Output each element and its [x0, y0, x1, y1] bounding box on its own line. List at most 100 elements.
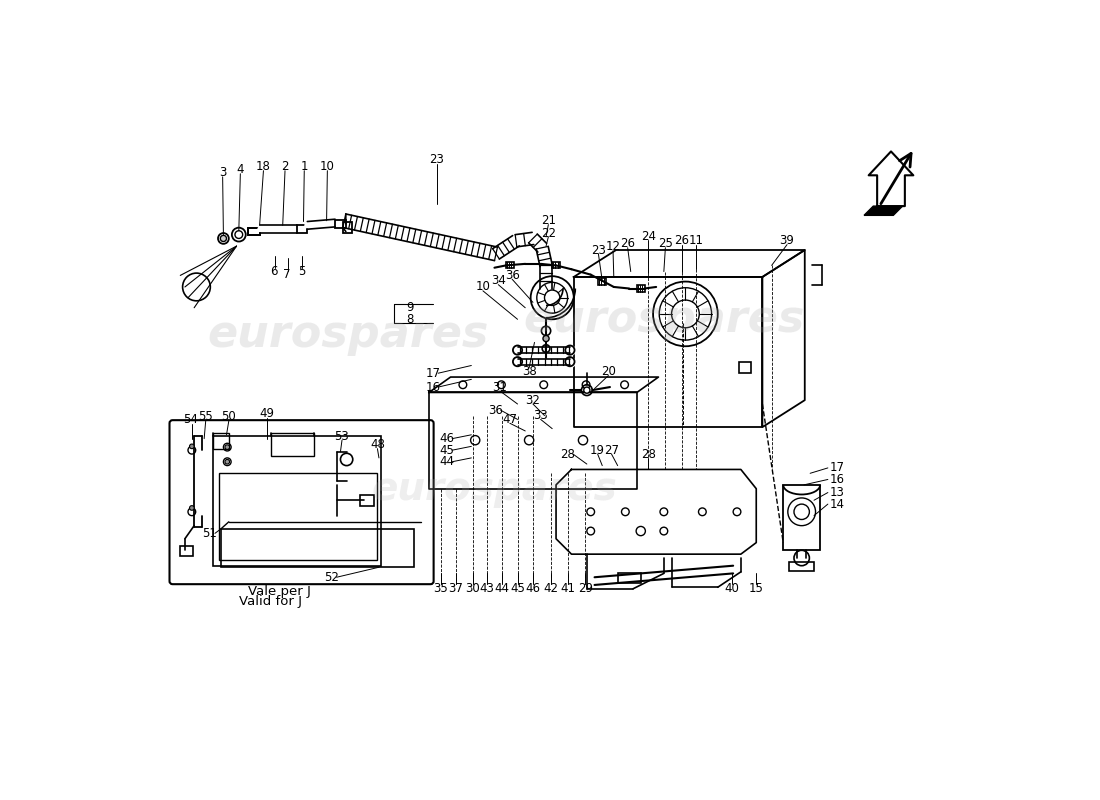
Text: 17: 17 — [426, 366, 440, 380]
Text: 50: 50 — [221, 410, 236, 423]
Text: 23: 23 — [429, 153, 444, 166]
Bar — [219, 474, 376, 559]
Text: 4: 4 — [236, 163, 244, 177]
Text: 53: 53 — [334, 430, 350, 443]
Text: 42: 42 — [543, 582, 558, 595]
Text: 24: 24 — [641, 230, 656, 242]
Text: 37: 37 — [449, 582, 463, 595]
Text: 46: 46 — [439, 432, 454, 445]
Text: eurospares: eurospares — [208, 314, 488, 356]
Bar — [249, 228, 261, 235]
Circle shape — [189, 444, 195, 449]
Text: 49: 49 — [260, 406, 275, 420]
Circle shape — [224, 445, 230, 450]
Text: 10: 10 — [475, 281, 491, 294]
Text: 36: 36 — [505, 269, 519, 282]
Text: 9: 9 — [406, 302, 414, 314]
Circle shape — [543, 335, 549, 342]
Text: eurospares: eurospares — [524, 298, 804, 341]
Text: 15: 15 — [749, 582, 763, 595]
Text: 27: 27 — [604, 444, 619, 457]
Text: eurospares: eurospares — [208, 314, 488, 356]
Bar — [506, 262, 514, 269]
Text: 44: 44 — [439, 455, 454, 468]
Text: 39: 39 — [780, 234, 794, 247]
Text: 2: 2 — [282, 160, 289, 174]
Text: 46: 46 — [526, 582, 540, 595]
Text: 36: 36 — [488, 404, 504, 417]
Text: 45: 45 — [439, 444, 454, 457]
Text: Valid for J: Valid for J — [239, 595, 301, 608]
Circle shape — [235, 230, 243, 238]
Text: 11: 11 — [689, 234, 704, 247]
Text: 16: 16 — [829, 473, 845, 486]
Bar — [213, 436, 382, 566]
Text: 28: 28 — [560, 447, 575, 461]
Text: 26: 26 — [674, 234, 689, 247]
Bar — [739, 362, 751, 373]
Text: 34: 34 — [491, 274, 506, 287]
Text: eurospares: eurospares — [372, 470, 617, 508]
Bar — [552, 262, 560, 269]
Bar — [336, 220, 345, 228]
Text: 32: 32 — [526, 394, 540, 406]
Text: 17: 17 — [829, 462, 845, 474]
Text: 40: 40 — [724, 582, 739, 595]
Text: 20: 20 — [601, 365, 616, 378]
Bar — [360, 495, 374, 506]
Text: 21: 21 — [541, 214, 556, 227]
Text: 41: 41 — [560, 582, 575, 595]
Text: 47: 47 — [503, 413, 517, 426]
Bar — [598, 278, 606, 285]
Text: 13: 13 — [829, 486, 845, 499]
Text: 3: 3 — [219, 166, 227, 179]
Text: 31: 31 — [493, 381, 507, 394]
Bar — [249, 228, 261, 235]
Circle shape — [584, 387, 590, 394]
Text: eurospares: eurospares — [372, 470, 617, 508]
Text: 10: 10 — [320, 160, 334, 174]
Text: 48: 48 — [370, 438, 385, 450]
Text: 30: 30 — [465, 582, 481, 595]
Bar — [790, 562, 814, 571]
Text: 18: 18 — [256, 160, 271, 174]
Bar — [180, 546, 192, 556]
Text: 35: 35 — [433, 582, 448, 595]
Text: 43: 43 — [480, 582, 494, 595]
Text: 55: 55 — [198, 410, 213, 423]
Text: 5: 5 — [298, 265, 306, 278]
Text: 54: 54 — [183, 413, 198, 426]
Text: 1: 1 — [300, 160, 308, 174]
Bar — [213, 434, 229, 449]
Polygon shape — [865, 206, 902, 215]
Text: 45: 45 — [510, 582, 525, 595]
Text: 16: 16 — [426, 381, 440, 394]
Text: 26: 26 — [620, 238, 635, 250]
Text: 33: 33 — [534, 409, 548, 422]
Bar — [637, 286, 645, 291]
Text: 19: 19 — [590, 444, 605, 457]
Text: Vale per J: Vale per J — [249, 585, 311, 598]
Bar — [618, 574, 641, 582]
Text: 44: 44 — [495, 582, 509, 595]
Text: eurospares: eurospares — [524, 298, 804, 341]
Text: 25: 25 — [658, 238, 673, 250]
Text: 52: 52 — [323, 570, 339, 584]
Text: 28: 28 — [641, 447, 656, 461]
Bar — [221, 529, 414, 567]
Text: 8: 8 — [406, 313, 414, 326]
Bar — [343, 222, 352, 233]
Text: 12: 12 — [605, 241, 620, 254]
Text: 23: 23 — [591, 243, 606, 257]
Circle shape — [220, 235, 227, 242]
Bar — [271, 434, 314, 456]
Circle shape — [189, 506, 195, 510]
Bar — [297, 226, 307, 233]
Text: 14: 14 — [829, 498, 845, 510]
Text: 29: 29 — [578, 582, 593, 595]
Text: 38: 38 — [521, 365, 537, 378]
Text: 22: 22 — [541, 226, 556, 239]
Bar — [783, 485, 821, 550]
Circle shape — [224, 459, 230, 464]
Text: 6: 6 — [270, 265, 277, 278]
